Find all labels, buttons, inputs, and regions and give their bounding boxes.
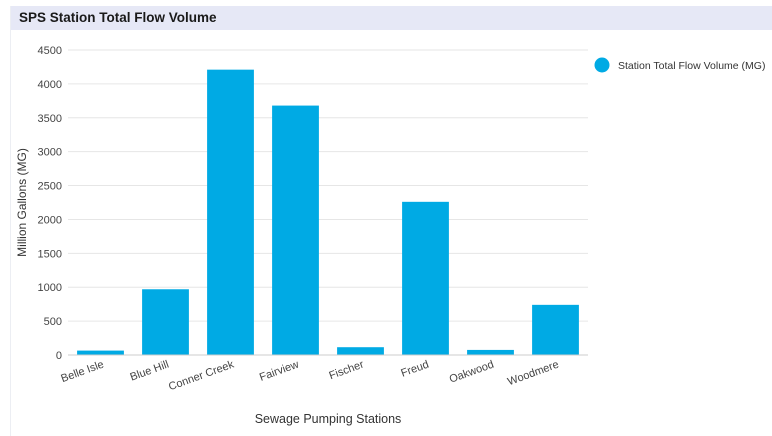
- x-tick-label: Fischer: [328, 358, 366, 382]
- x-tick-label: Oakwood: [448, 359, 496, 386]
- x-tick-label: Woodmere: [506, 359, 560, 389]
- y-tick-label: 3500: [38, 113, 62, 125]
- x-tick-label: Freud: [399, 359, 430, 380]
- bar[interactable]: [272, 105, 319, 355]
- chart-title-bar: SPS Station Total Flow Volume: [11, 6, 772, 30]
- y-axis-ticks: 0 500 1000 1500 2000 2500 3000 3500 4000 4500: [38, 45, 62, 362]
- y-axis-title: Million Gallons (MG): [15, 148, 29, 257]
- y-tick-label: 3000: [38, 147, 62, 159]
- y-tick-label: 4000: [38, 79, 62, 91]
- legend[interactable]: Station Total Flow Volume (MG): [594, 57, 766, 73]
- y-tick-label: 4500: [38, 45, 62, 57]
- y-tick-label: 2000: [38, 214, 62, 226]
- legend-label[interactable]: Station Total Flow Volume (MG): [618, 60, 765, 72]
- bar[interactable]: [337, 347, 384, 355]
- y-tick-label: 1000: [38, 282, 62, 294]
- bars: [77, 69, 579, 356]
- x-tick-label: Belle Isle: [59, 359, 105, 386]
- bar[interactable]: [77, 350, 124, 355]
- x-axis-title: Sewage Pumping Stations: [255, 412, 402, 426]
- bar[interactable]: [142, 289, 189, 355]
- grid-lines: [68, 49, 588, 322]
- y-tick-label: 0: [56, 350, 62, 362]
- y-tick-label: 500: [44, 316, 62, 328]
- x-tick-label: Fairview: [258, 359, 301, 384]
- bar[interactable]: [532, 304, 579, 355]
- chart-title: SPS Station Total Flow Volume: [19, 10, 217, 25]
- y-tick-label: 1500: [38, 248, 62, 260]
- bar[interactable]: [207, 69, 254, 356]
- bar[interactable]: [467, 349, 514, 355]
- y-tick-label: 2500: [38, 181, 62, 193]
- x-tick-label: Conner Creek: [167, 358, 236, 393]
- chart-panel: SPS Station Total Flow Volume: [10, 6, 772, 436]
- legend-marker[interactable]: [594, 57, 610, 73]
- x-tick-label: Blue Hill: [128, 359, 170, 384]
- bar[interactable]: [402, 201, 449, 355]
